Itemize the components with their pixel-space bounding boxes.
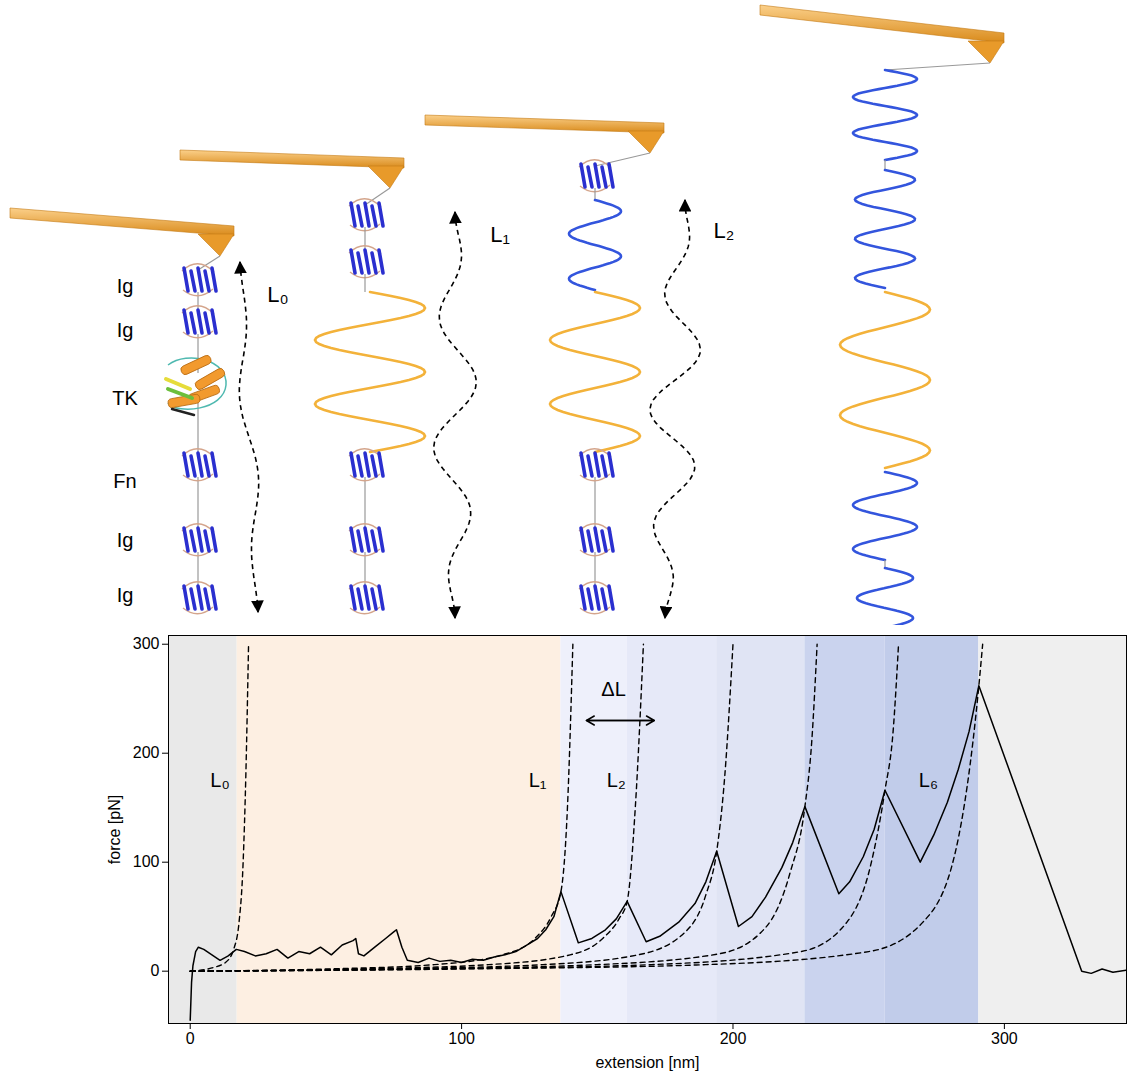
svg-text:Ig: Ig [117,584,134,606]
svg-text:L₁: L₁ [529,769,547,791]
svg-text:0: 0 [151,962,160,979]
svg-text:Ig: Ig [117,529,134,551]
svg-text:force [pN]: force [pN] [106,795,123,864]
svg-text:extension [nm]: extension [nm] [595,1054,699,1071]
svg-text:Ig: Ig [117,275,134,297]
svg-text:ΔL: ΔL [601,678,625,700]
svg-text:Ig: Ig [117,319,134,341]
svg-text:L₂: L₂ [607,769,626,791]
svg-text:100: 100 [133,853,160,870]
svg-text:L₂: L₂ [714,218,735,243]
svg-text:200: 200 [720,1030,747,1047]
svg-text:Fn: Fn [113,470,136,492]
svg-text:0: 0 [186,1030,195,1047]
svg-text:200: 200 [133,744,160,761]
svg-text:L₆: L₆ [919,769,938,791]
svg-text:L₀: L₀ [210,769,229,791]
svg-text:300: 300 [991,1030,1018,1047]
svg-text:100: 100 [448,1030,475,1047]
svg-text:TK: TK [112,387,138,409]
svg-text:L₁: L₁ [490,222,510,247]
svg-text:L₀: L₀ [267,282,288,307]
svg-text:300: 300 [133,635,160,652]
